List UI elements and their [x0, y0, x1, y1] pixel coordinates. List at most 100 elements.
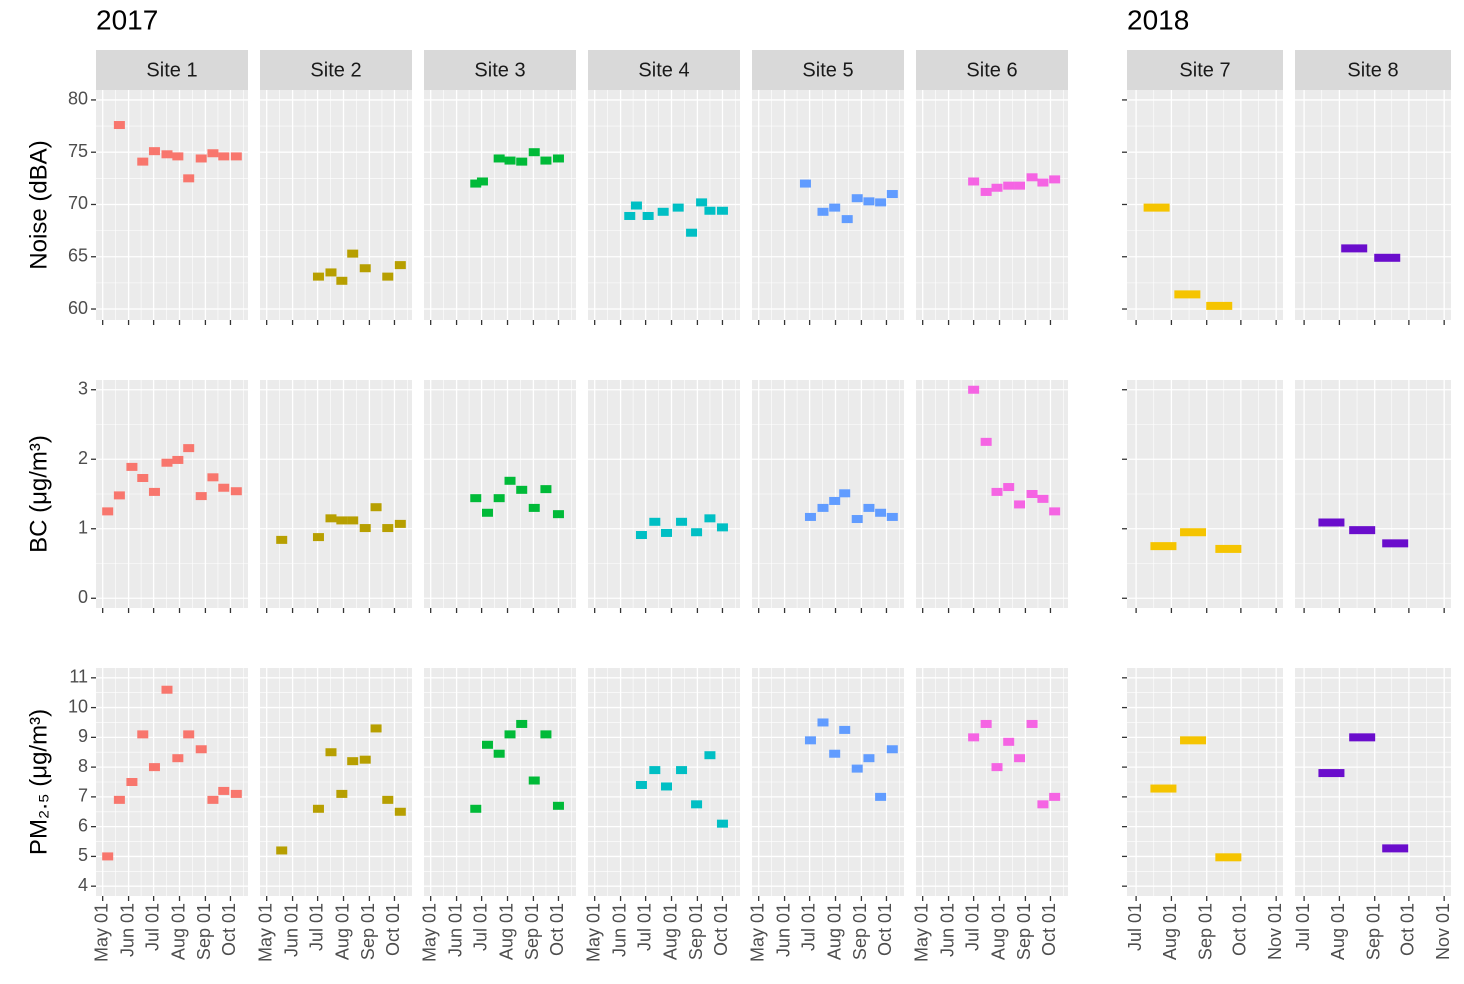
- segment: [1180, 528, 1207, 537]
- x-tick-label: Jun 01: [445, 903, 465, 957]
- segment: [207, 795, 219, 804]
- segment: [137, 157, 149, 166]
- segment: [370, 724, 382, 733]
- segment: [657, 207, 669, 216]
- x-tick-label: Jul 01: [470, 903, 490, 951]
- segment: [540, 485, 552, 494]
- y-tick-label: 80: [68, 89, 88, 109]
- segment: [716, 206, 728, 215]
- segment: [113, 121, 125, 130]
- x-tick-label: Jul 01: [798, 903, 818, 951]
- x-tick-label: Jun 01: [609, 903, 629, 957]
- segment: [704, 514, 716, 523]
- segment: [347, 249, 359, 258]
- segment: [1026, 719, 1038, 728]
- x-tick-label: Jun 01: [937, 903, 957, 957]
- segment: [552, 510, 564, 519]
- x-tick-label: Aug 01: [660, 903, 680, 960]
- segment: [1215, 544, 1242, 553]
- strip-label: Site 3: [474, 59, 525, 81]
- segment: [148, 763, 160, 772]
- x-tick-label: May 01: [419, 903, 439, 962]
- y-axis-title: Noise (dBA): [25, 140, 52, 269]
- strip-label: Site 7: [1179, 59, 1230, 81]
- x-tick-label: Jun 01: [117, 903, 137, 957]
- segment: [829, 203, 841, 212]
- segment: [516, 157, 528, 166]
- segment: [481, 740, 493, 749]
- segment: [886, 512, 898, 521]
- x-tick-label: Oct 01: [1398, 903, 1418, 956]
- segment: [218, 483, 230, 492]
- strip-label: Site 8: [1347, 59, 1398, 81]
- y-tick-label: 7: [78, 786, 88, 806]
- y-tick-label: 2: [78, 448, 88, 468]
- y-tick-label: 6: [78, 815, 88, 835]
- strip-label: Site 2: [310, 59, 361, 81]
- segment: [148, 147, 160, 156]
- segment: [829, 496, 841, 505]
- segment: [1037, 178, 1049, 187]
- segment: [207, 473, 219, 482]
- segment: [312, 533, 324, 542]
- segment: [991, 183, 1003, 192]
- strip-label: Site 6: [966, 59, 1017, 81]
- segment: [394, 807, 406, 816]
- segment: [276, 846, 288, 855]
- segment: [102, 507, 114, 516]
- segment: [1150, 542, 1177, 551]
- x-tick-label: Oct 01: [1230, 903, 1250, 956]
- segment: [113, 491, 125, 500]
- segment: [370, 503, 382, 512]
- segment: [161, 458, 173, 467]
- x-tick-label: Sep 01: [686, 903, 706, 960]
- segment: [336, 516, 348, 525]
- segment: [863, 197, 875, 206]
- segment: [540, 156, 552, 165]
- segment: [851, 194, 863, 203]
- strip: [1127, 50, 1283, 90]
- segment: [980, 437, 992, 446]
- segment: [649, 517, 661, 526]
- segment: [126, 462, 138, 471]
- x-tick-label: Jun 01: [281, 903, 301, 957]
- segment: [552, 154, 564, 163]
- segment: [470, 804, 482, 813]
- segment: [230, 487, 242, 496]
- segment: [875, 792, 887, 801]
- segment: [1374, 253, 1401, 262]
- x-tick-label: May 01: [747, 903, 767, 962]
- segment: [183, 730, 195, 739]
- segment: [1206, 301, 1233, 310]
- segment: [528, 776, 540, 785]
- segment: [195, 745, 207, 754]
- segment: [207, 149, 219, 158]
- y-tick-label: 10: [68, 696, 88, 716]
- y-tick-label: 11: [69, 667, 88, 687]
- segment: [1003, 737, 1015, 746]
- segment: [1014, 754, 1026, 763]
- x-tick-label: Aug 01: [824, 903, 844, 960]
- segment: [113, 795, 125, 804]
- x-tick-label: Jul 01: [1293, 903, 1313, 951]
- segment: [799, 179, 811, 188]
- segment: [126, 778, 138, 786]
- segment: [817, 718, 829, 727]
- segment: [312, 272, 324, 281]
- segment: [183, 444, 195, 453]
- segment: [137, 730, 149, 739]
- y-tick-label: 4: [78, 875, 88, 895]
- x-tick-label: Nov 01: [1433, 903, 1453, 960]
- x-tick-label: Nov 01: [1265, 903, 1285, 960]
- segment: [686, 228, 698, 237]
- segment: [649, 766, 661, 775]
- x-tick-label: Sep 01: [1195, 903, 1215, 960]
- y-tick-label: 70: [68, 193, 88, 213]
- segment: [1003, 483, 1015, 492]
- x-tick-label: Aug 01: [332, 903, 352, 960]
- segment: [630, 201, 642, 210]
- segment: [704, 751, 716, 760]
- segment: [875, 198, 887, 207]
- segment: [183, 174, 195, 183]
- x-tick-label: Aug 01: [988, 903, 1008, 960]
